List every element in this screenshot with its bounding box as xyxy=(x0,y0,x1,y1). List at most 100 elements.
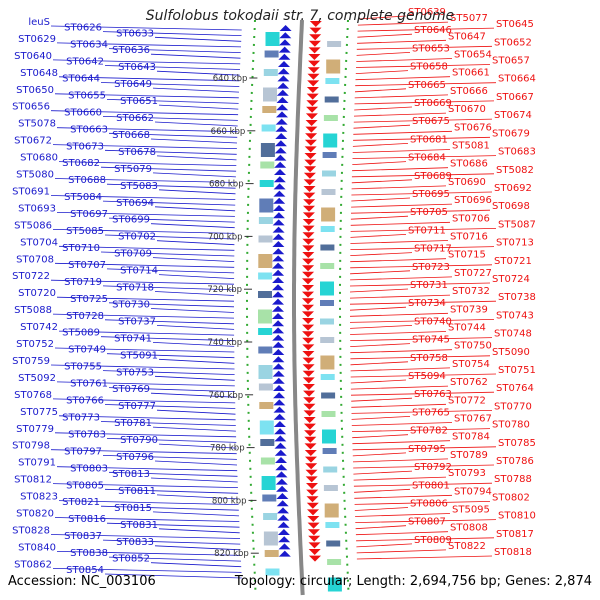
right-label-connector xyxy=(352,458,449,463)
left-label-connector xyxy=(106,99,239,104)
right-label-connector xyxy=(352,143,409,147)
forward-gene-arrow xyxy=(275,133,288,139)
reverse-gene-arrow xyxy=(305,456,317,463)
left-gene-label: ST0704 xyxy=(20,237,58,248)
left-gene-label: ST0694 xyxy=(116,198,154,209)
right-gene-label: ST0763 xyxy=(414,389,452,400)
right-gene-label: ST0669 xyxy=(414,98,452,109)
left-gene-label: ST0668 xyxy=(112,130,150,141)
feature-band xyxy=(265,32,280,46)
left-gene-label: ST0709 xyxy=(114,249,152,260)
right-gene-label: ST0681 xyxy=(410,134,448,145)
feature-band xyxy=(320,355,335,370)
feature-band xyxy=(320,337,335,343)
forward-gene-arrow xyxy=(272,327,285,334)
left-label-connector xyxy=(108,132,238,138)
forward-gene-arrow xyxy=(276,111,288,118)
left-gene-label: ST0838 xyxy=(70,548,108,559)
reverse-gene-arrow xyxy=(306,502,319,509)
right-gene-label: ST0822 xyxy=(448,541,486,552)
left-label-connector xyxy=(56,127,238,133)
left-gene-label: ST0644 xyxy=(62,74,100,85)
left-label-connector xyxy=(156,325,235,330)
forward-gene-arrow xyxy=(272,262,285,269)
feature-band xyxy=(261,124,276,132)
left-gene-label: ST0797 xyxy=(64,446,102,457)
right-label-connector xyxy=(353,470,413,475)
left-gene-label: ST0749 xyxy=(68,345,106,356)
right-gene-label: ST0807 xyxy=(408,517,446,528)
left-gene-label: ST0688 xyxy=(68,175,106,186)
right-gene-label: ST0731 xyxy=(410,280,448,291)
left-gene-label: ST0714 xyxy=(120,266,158,277)
left-gene-label: ST0777 xyxy=(118,401,156,412)
right-label-connector xyxy=(357,21,449,26)
right-gene-label: ST0679 xyxy=(492,128,530,139)
left-label-connector xyxy=(108,302,235,308)
left-gene-labels: leuS ST0626 ST0633 ST0629 ST0634 ST0636 ST0640… xyxy=(12,17,242,579)
kbp-tick-label: 820 kbp xyxy=(214,549,249,559)
reverse-strand-genes xyxy=(302,21,322,562)
right-label-connector xyxy=(350,209,491,214)
right-label-connector xyxy=(353,124,411,129)
left-gene-label: ST0742 xyxy=(20,322,58,333)
left-gene-label: ST0773 xyxy=(62,413,100,424)
right-label-connector xyxy=(350,240,449,244)
feature-band xyxy=(258,235,273,243)
right-label-connector xyxy=(349,288,409,293)
left-label-connector xyxy=(158,528,240,534)
left-label-connector xyxy=(158,358,235,364)
left-label-connector xyxy=(56,296,235,302)
reverse-gene-arrow xyxy=(302,384,315,390)
reverse-gene-arrow xyxy=(306,489,319,496)
right-label-connector xyxy=(350,367,451,372)
right-gene-label: ST0795 xyxy=(408,444,446,455)
kbp-tick-label: 740 kbp xyxy=(208,338,243,348)
left-label-connector xyxy=(100,336,235,342)
left-label-connector xyxy=(156,240,235,246)
forward-gene-arrow xyxy=(273,406,286,413)
right-gene-label: ST0801 xyxy=(412,480,450,491)
right-label-connector xyxy=(350,258,447,263)
left-label-connector xyxy=(106,268,235,274)
left-gene-label: ST0741 xyxy=(114,333,152,344)
reverse-gene-arrow xyxy=(302,318,315,324)
reverse-gene-arrow xyxy=(302,252,315,258)
left-gene-label: ST0820 xyxy=(16,509,54,520)
reverse-gene-arrow xyxy=(309,34,322,41)
left-gene-label: ST0662 xyxy=(116,113,154,124)
reverse-gene-arrow xyxy=(309,555,321,562)
right-gene-label: ST0692 xyxy=(494,183,532,194)
reverse-gene-arrow xyxy=(307,522,320,529)
reverse-gene-arrow xyxy=(303,179,316,186)
left-gene-label: ST0649 xyxy=(114,79,152,90)
reverse-gene-arrow xyxy=(302,364,315,371)
feature-band xyxy=(320,318,334,325)
right-gene-label: ST5090 xyxy=(492,347,530,358)
forward-gene-arrow xyxy=(272,233,285,240)
right-gene-label: ST5087 xyxy=(498,219,536,230)
left-label-connector xyxy=(154,206,236,212)
left-label-connector xyxy=(150,392,236,398)
right-gene-label: ST0706 xyxy=(452,213,490,224)
forward-gene-arrow xyxy=(273,205,285,211)
right-label-connector xyxy=(355,519,497,523)
feature-band xyxy=(259,402,274,409)
feature-band xyxy=(320,300,334,306)
right-gene-label: ST0745 xyxy=(412,335,450,346)
left-gene-label: ST0816 xyxy=(68,514,106,525)
left-gene-label: ST0815 xyxy=(114,503,152,514)
left-label-connector xyxy=(52,144,237,149)
right-gene-label: ST0664 xyxy=(498,74,536,85)
reverse-gene-arrow xyxy=(302,258,315,265)
forward-gene-arrow xyxy=(274,442,287,449)
right-gene-label: ST0758 xyxy=(410,353,448,364)
left-label-connector xyxy=(58,415,236,421)
right-gene-label: ST0686 xyxy=(450,159,488,170)
left-label-connector xyxy=(52,398,236,404)
left-label-connector xyxy=(108,48,241,53)
left-label-connector xyxy=(56,42,242,48)
right-gene-label: ST0764 xyxy=(496,383,534,394)
left-label-connector xyxy=(150,223,235,229)
accession-text: Accession: NC_003106 xyxy=(8,574,156,589)
